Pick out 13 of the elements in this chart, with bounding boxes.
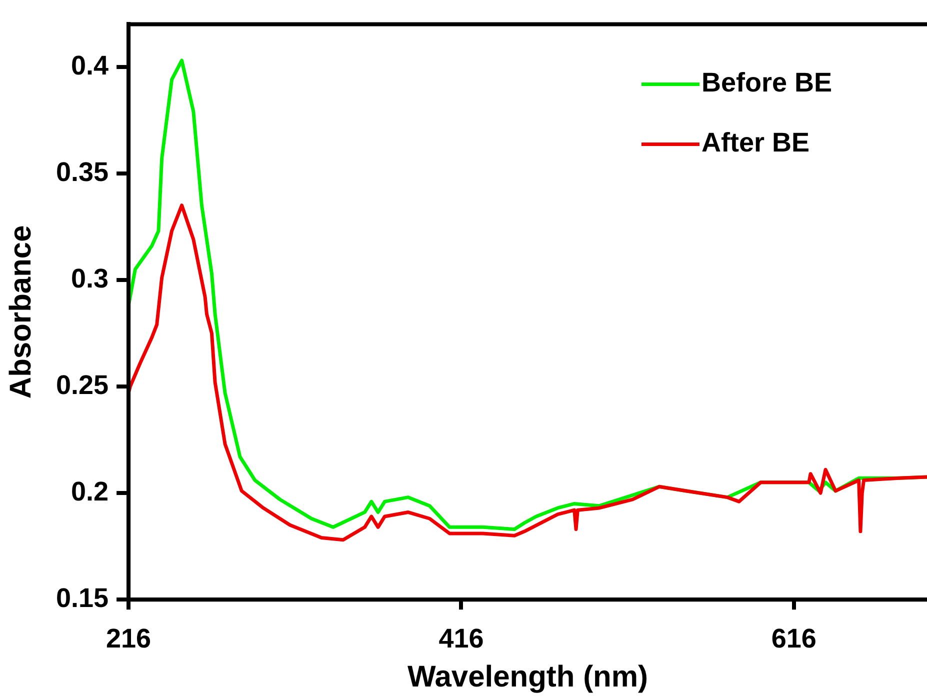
y-tick-label: 0.35 [56,156,109,187]
x-tick-label: 616 [771,623,816,654]
x-tick-label: 216 [106,623,152,654]
legend-label: Before BE [701,68,832,98]
y-tick-label: 0.15 [56,583,109,614]
legend-label: After BE [701,128,810,158]
y-tick-label: 0.3 [71,263,109,294]
y-axis-title: Absorbance [4,225,38,399]
x-tick-label: 416 [438,623,484,654]
y-tick-label: 0.4 [71,50,109,80]
y-tick-label: 0.2 [71,476,109,506]
x-axis-title: Wavelength (nm) [407,660,648,694]
y-tick-label: 0.25 [56,370,109,400]
